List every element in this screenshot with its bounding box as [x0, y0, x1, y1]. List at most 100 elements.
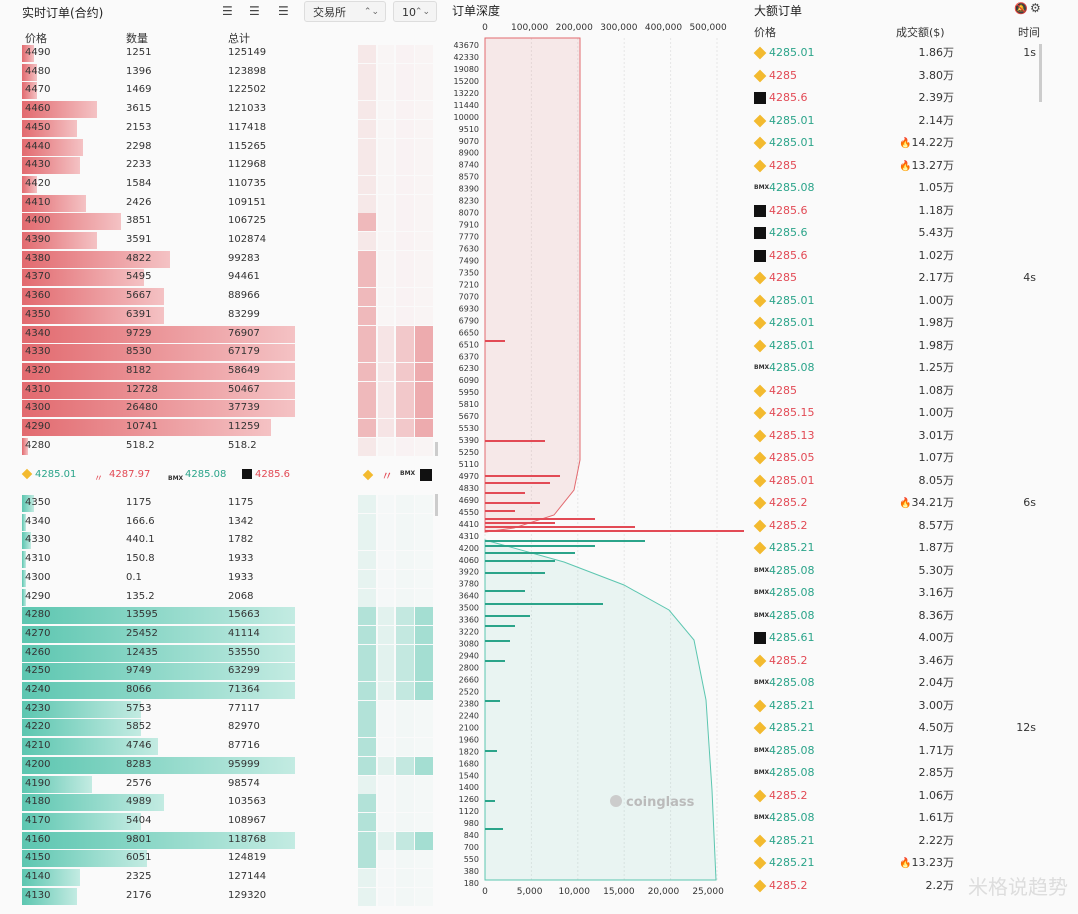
ask-row[interactable]: 4310 12728 50467 — [22, 381, 442, 399]
bid-row[interactable]: 4250 9749 63299 — [22, 662, 442, 681]
bid-row[interactable]: 4290 135.2 2068 — [22, 588, 442, 606]
large-order-row[interactable]: 4285.2 8.57万 — [753, 515, 1046, 537]
view-both-icon[interactable]: ☰ — [222, 4, 233, 18]
bid-row[interactable]: 4210 4746 87716 — [22, 737, 442, 756]
bid-depth-bar — [485, 572, 545, 574]
large-order-row[interactable]: BMX 4285.08 2.85万 — [754, 762, 1046, 784]
ask-row[interactable]: 4490 1251 125149 — [22, 44, 442, 62]
large-order-row[interactable]: 4285.01 8.05万 — [753, 470, 1046, 492]
bid-row[interactable]: 4340 166.6 1342 — [22, 513, 442, 531]
exchange-select[interactable]: 交易所 ⌃⌄ — [304, 1, 386, 22]
bid-row[interactable]: 4310 150.8 1933 — [22, 550, 442, 569]
ask-row[interactable]: 4450 2153 117418 — [22, 119, 442, 137]
settings-gear-icon[interactable]: ⚙ — [1030, 1, 1041, 15]
large-order-row[interactable]: 4285.2 1.06万 — [753, 785, 1046, 807]
large-order-row[interactable]: 4285.6 5.43万 — [754, 222, 1046, 244]
large-order-row[interactable]: 4285.2 🔥34.21万 6s — [753, 492, 1046, 514]
large-order-row[interactable]: 4285.01 2.14万 — [753, 110, 1046, 132]
large-order-row[interactable]: 4285.6 1.18万 — [754, 200, 1046, 222]
large-order-row[interactable]: 4285.01 1.98万 — [753, 335, 1046, 357]
bid-depth-bar — [485, 615, 530, 617]
depth-count-select[interactable]: 10 ⌃⌄ — [393, 1, 437, 22]
large-order-row[interactable]: BMX 4285.08 5.30万 — [754, 560, 1046, 582]
ask-row[interactable]: 4460 3615 121033 — [22, 100, 442, 119]
fire-icon: 🔥 — [899, 498, 912, 509]
large-order-row[interactable]: 4285.21 3.00万 — [753, 695, 1046, 717]
large-order-row[interactable]: 4285 2.17万 4s — [753, 267, 1046, 289]
ask-row[interactable]: 4480 1396 123898 — [22, 63, 442, 81]
large-orders-scrollbar[interactable] — [1039, 44, 1042, 102]
bid-row[interactable]: 4180 4989 103563 — [22, 793, 442, 812]
ask-row[interactable]: 4340 9729 76907 — [22, 325, 442, 343]
large-order-row[interactable]: 4285.13 3.01万 — [753, 425, 1046, 447]
ask-row[interactable]: 4440 2298 115265 — [22, 138, 442, 156]
large-order-row[interactable]: 4285.6 2.39万 — [754, 87, 1046, 109]
bid-row[interactable]: 4220 5852 82970 — [22, 718, 442, 737]
asks-scrollbar[interactable] — [435, 442, 438, 456]
bid-row[interactable]: 4140 2325 127144 — [22, 868, 442, 886]
large-order-row[interactable]: 4285.2 3.46万 — [753, 650, 1046, 672]
bid-row[interactable]: 4150 6051 124819 — [22, 849, 442, 868]
view-bids-icon[interactable]: ☰ — [249, 4, 260, 18]
bid-row[interactable]: 4300 0.1 1933 — [22, 569, 442, 587]
bid-row[interactable]: 4270 25452 41114 — [22, 625, 442, 643]
large-order-row[interactable]: 4285.2 2.2万 — [753, 875, 1046, 897]
ask-row[interactable]: 4350 6391 83299 — [22, 306, 442, 324]
large-order-row[interactable]: 4285.01 1.98万 — [753, 312, 1046, 334]
ask-row[interactable]: 4370 5495 94461 — [22, 268, 442, 287]
heatmap-cell — [378, 663, 394, 682]
ask-row[interactable]: 4390 3591 102874 — [22, 231, 442, 249]
ask-row[interactable]: 4400 3851 106725 — [22, 212, 442, 231]
bid-row[interactable]: 4330 440.1 1782 — [22, 531, 442, 550]
ask-row[interactable]: 4320 8182 58649 — [22, 362, 442, 380]
large-order-row[interactable]: BMX 4285.08 1.05万 — [754, 177, 1046, 199]
large-order-price: 4285.21 — [769, 721, 815, 734]
price-axis-tick: 4970 — [459, 472, 479, 481]
ask-row[interactable]: 4290 10741 11259 — [22, 418, 442, 436]
large-order-row[interactable]: BMX 4285.08 1.71万 — [754, 740, 1046, 762]
view-asks-icon[interactable]: ☰ — [278, 4, 289, 18]
bid-row[interactable]: 4190 2576 98574 — [22, 775, 442, 793]
large-order-row[interactable]: BMX 4285.08 3.16万 — [754, 582, 1046, 604]
ask-row[interactable]: 4410 2426 109151 — [22, 194, 442, 212]
ask-row[interactable]: 4380 4822 99283 — [22, 250, 442, 268]
bid-row[interactable]: 4260 12435 53550 — [22, 644, 442, 662]
large-order-row[interactable]: 4285.21 2.22万 — [753, 830, 1046, 852]
ask-row[interactable]: 4470 1469 122502 — [22, 81, 442, 100]
bid-row[interactable]: 4240 8066 71364 — [22, 681, 442, 699]
large-order-row[interactable]: 4285 🔥13.27万 — [753, 155, 1046, 177]
large-order-row[interactable]: 4285.21 4.50万 12s — [753, 717, 1046, 739]
mute-icon[interactable]: 🔕 — [1014, 2, 1028, 15]
large-order-row[interactable]: 4285.01 🔥14.22万 — [753, 132, 1046, 154]
large-order-row[interactable]: BMX 4285.08 2.04万 — [754, 672, 1046, 694]
large-order-row[interactable]: 4285.15 1.00万 — [753, 402, 1046, 424]
bid-row[interactable]: 4160 9801 118768 — [22, 831, 442, 849]
large-order-row[interactable]: BMX 4285.08 8.36万 — [754, 605, 1046, 627]
large-order-row[interactable]: 4285 3.80万 — [753, 65, 1046, 87]
ask-row[interactable]: 4330 8530 67179 — [22, 343, 442, 362]
bid-row[interactable]: 4170 5404 108967 — [22, 812, 442, 830]
bid-row[interactable]: 4280 13595 15663 — [22, 606, 442, 625]
bid-row[interactable]: 4230 5753 77117 — [22, 700, 442, 718]
bids-scrollbar[interactable] — [435, 494, 438, 516]
bid-row[interactable]: 4350 1175 1175 — [22, 494, 442, 512]
ask-depth-bar — [22, 138, 83, 156]
large-order-row[interactable]: 4285.21 1.87万 — [753, 537, 1046, 559]
ask-row[interactable]: 4360 5667 88966 — [22, 287, 442, 306]
large-order-row[interactable]: 4285.61 4.00万 — [754, 627, 1046, 649]
ask-row[interactable]: 4280 518.2 518.2 — [22, 437, 442, 455]
ask-row[interactable]: 4300 26480 37739 — [22, 399, 442, 418]
large-order-row[interactable]: 4285.01 1.86万 1s — [753, 42, 1046, 64]
bid-row[interactable]: 4130 2176 129320 — [22, 887, 442, 905]
large-order-row[interactable]: 4285.01 1.00万 — [753, 290, 1046, 312]
bid-depth-bar — [485, 540, 645, 542]
large-order-row[interactable]: 4285.6 1.02万 — [754, 245, 1046, 267]
large-order-row[interactable]: 4285.21 🔥13.23万 — [753, 852, 1046, 874]
large-order-row[interactable]: BMX 4285.08 1.61万 — [754, 807, 1046, 829]
bid-row[interactable]: 4200 8283 95999 — [22, 756, 442, 774]
ask-row[interactable]: 4420 1584 110735 — [22, 175, 442, 193]
large-order-row[interactable]: 4285 1.08万 — [753, 380, 1046, 402]
ask-row[interactable]: 4430 2233 112968 — [22, 156, 442, 175]
large-order-row[interactable]: 4285.05 1.07万 — [753, 447, 1046, 469]
large-order-row[interactable]: BMX 4285.08 1.25万 — [754, 357, 1046, 379]
